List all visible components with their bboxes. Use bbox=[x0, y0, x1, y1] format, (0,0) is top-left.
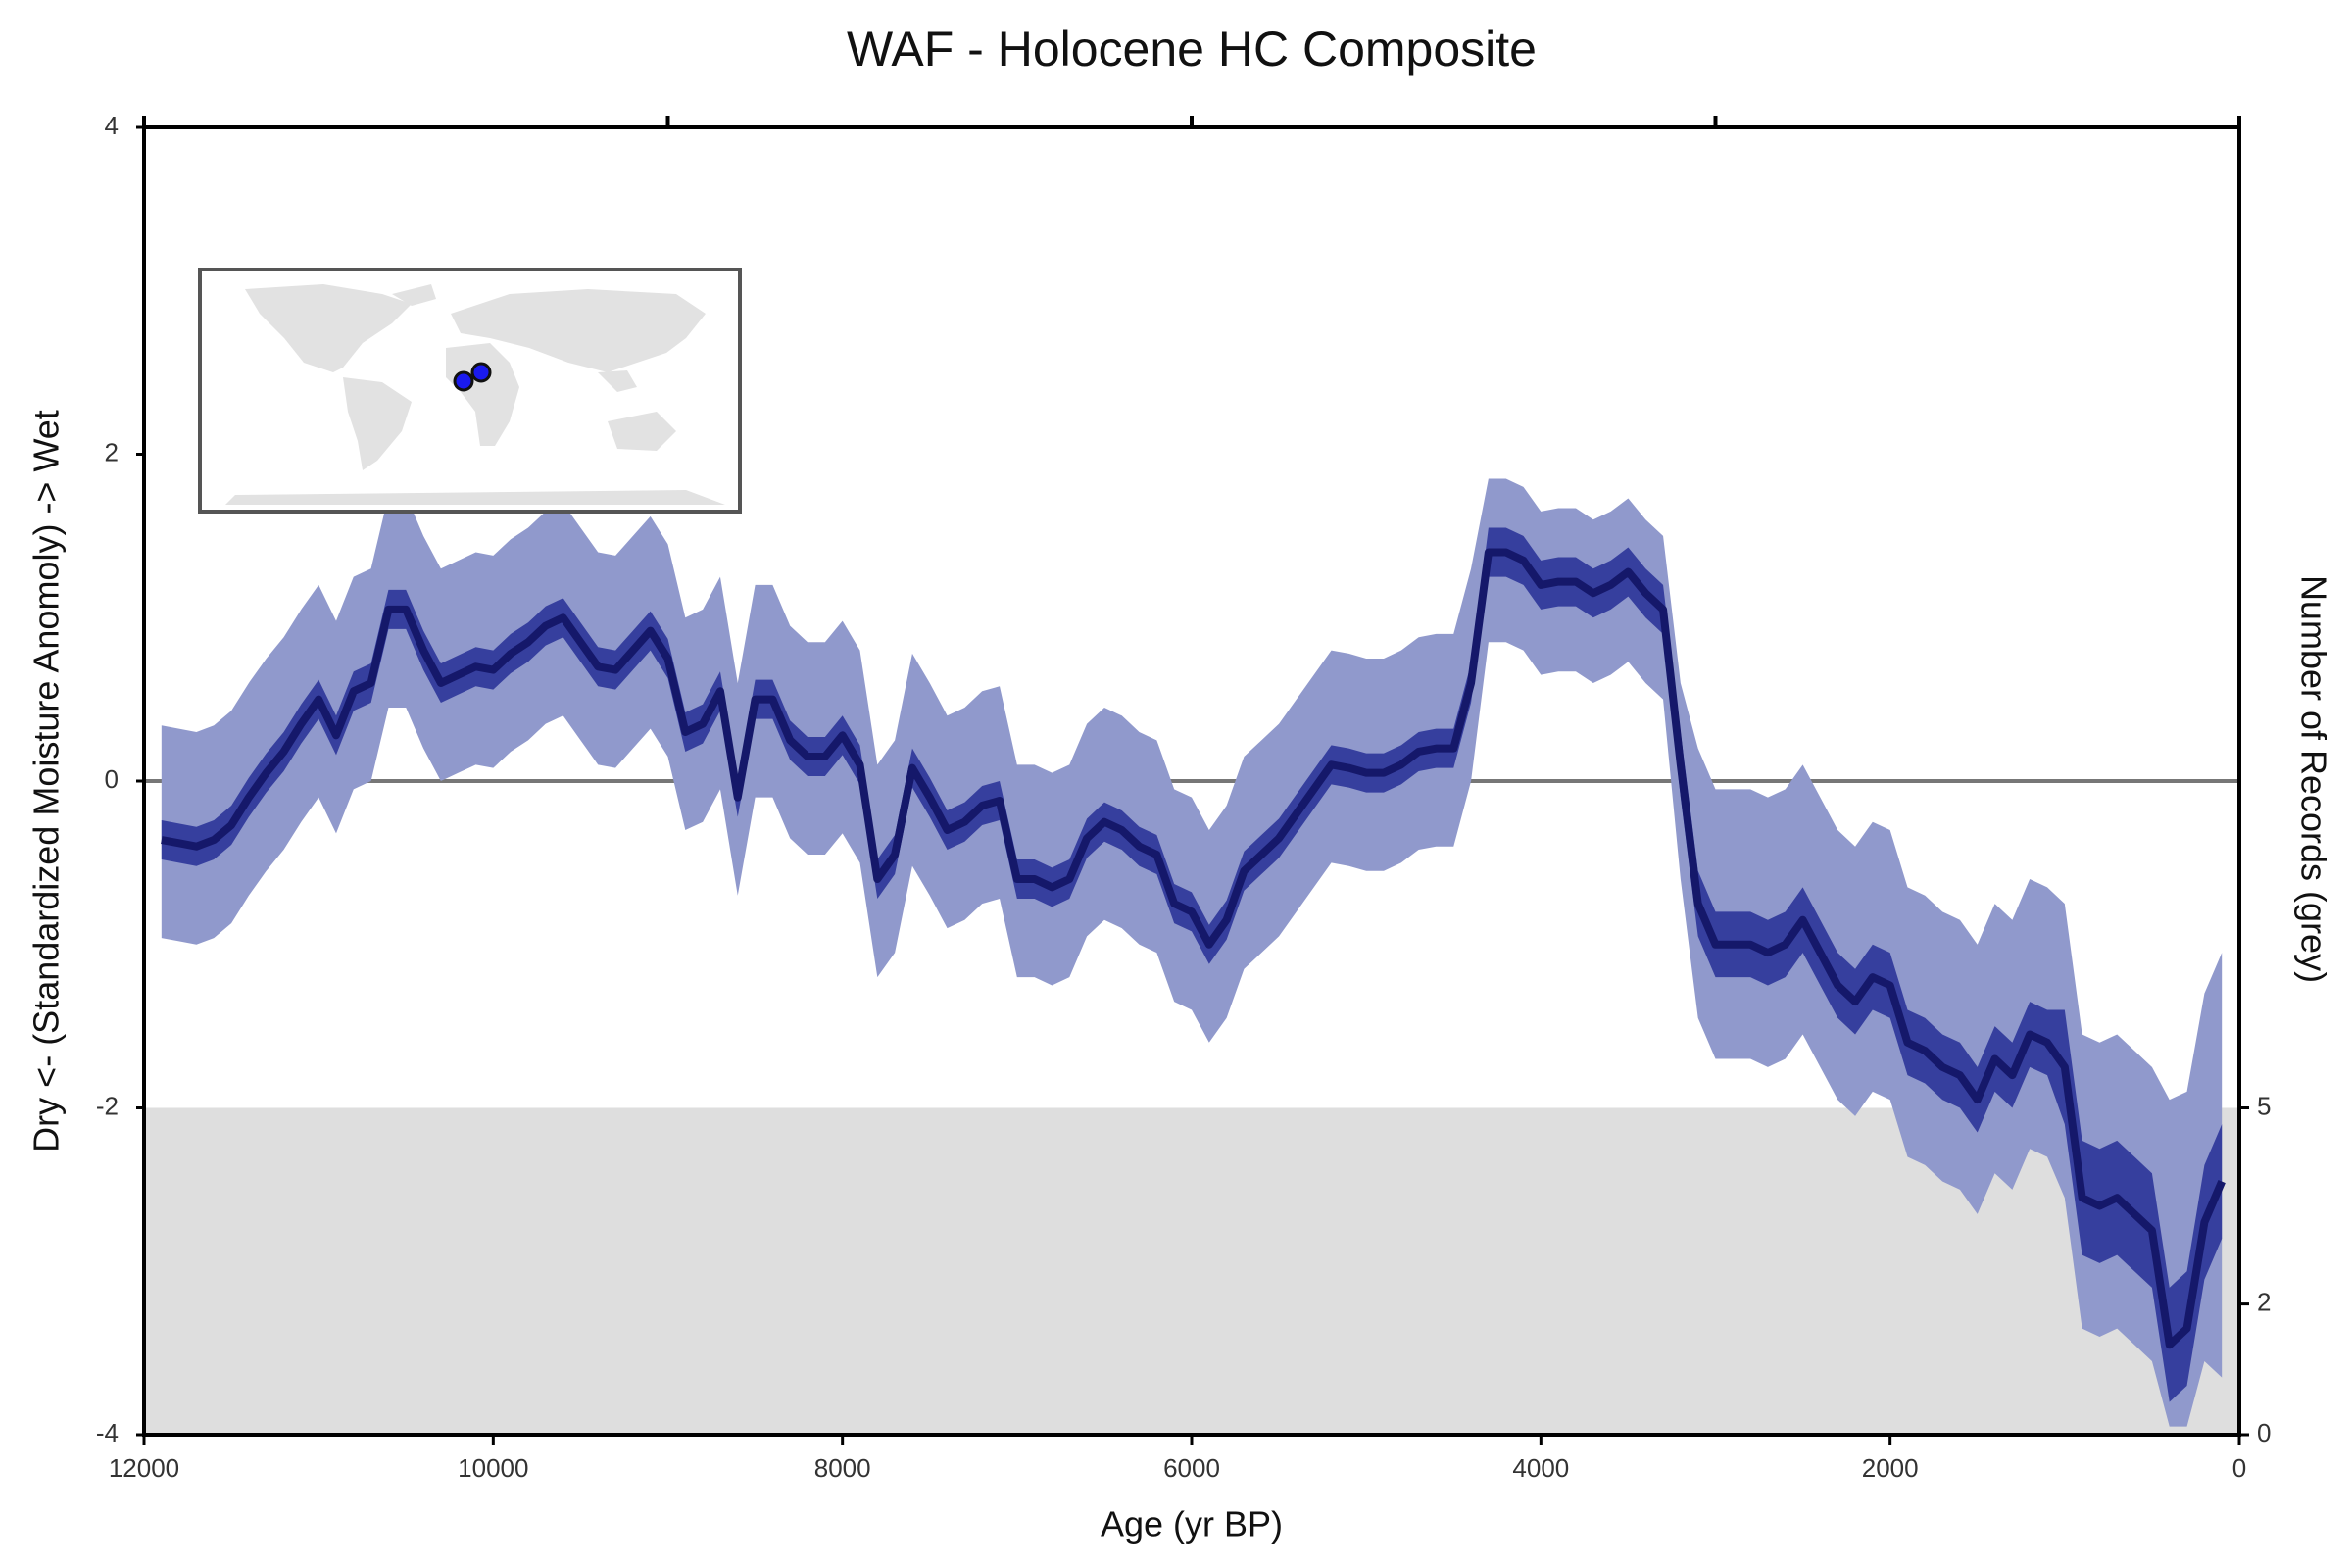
inset-map bbox=[198, 268, 742, 514]
continents bbox=[225, 284, 725, 505]
y-tick-label: 4 bbox=[105, 111, 119, 140]
y2-axis-label: Number of Records (grey) bbox=[2293, 575, 2333, 983]
y-axis-label: Dry <- (Standardized Moisture Anomoly) -… bbox=[26, 410, 67, 1152]
greenland bbox=[392, 284, 436, 306]
plot-area: 12000 10000 8000 6000 4000 2000 0 -4 -2 0 2 4 0 2 5 bbox=[96, 111, 2272, 1483]
y-tick-label: -4 bbox=[96, 1418, 119, 1447]
records-area bbox=[144, 1107, 2239, 1435]
x-tick-label: 0 bbox=[2232, 1453, 2246, 1483]
north-america bbox=[245, 284, 412, 372]
uncertainty-band bbox=[161, 478, 2223, 1427]
africa bbox=[446, 343, 519, 446]
x-tick-label: 8000 bbox=[814, 1453, 871, 1483]
south-america bbox=[343, 377, 412, 470]
y2-tick-label: 2 bbox=[2257, 1287, 2271, 1316]
median-line bbox=[161, 548, 2226, 1349]
uncertainty-band bbox=[161, 527, 2223, 1402]
y-tick-label: -2 bbox=[96, 1091, 119, 1120]
x-axis-label: Age (yr BP) bbox=[1101, 1504, 1283, 1544]
x-tick-label: 6000 bbox=[1163, 1453, 1220, 1483]
x-tick-label: 2000 bbox=[1862, 1453, 1919, 1483]
antarctica bbox=[225, 490, 725, 505]
chart-title: WAF - Holocene HC Composite bbox=[847, 22, 1537, 76]
y-tick-label: 0 bbox=[105, 764, 119, 794]
y2-tick-label: 5 bbox=[2257, 1091, 2271, 1120]
x-tick-label: 12000 bbox=[109, 1453, 179, 1483]
y-tick-label: 2 bbox=[105, 437, 119, 466]
australia bbox=[608, 412, 676, 451]
eurasia bbox=[451, 289, 706, 372]
x-tick-label: 4000 bbox=[1512, 1453, 1569, 1483]
site-marker bbox=[470, 362, 492, 383]
site-marker bbox=[453, 370, 474, 392]
southeast-asia bbox=[598, 370, 637, 392]
y2-tick-label: 0 bbox=[2257, 1418, 2271, 1447]
x-tick-label: 10000 bbox=[458, 1453, 528, 1483]
